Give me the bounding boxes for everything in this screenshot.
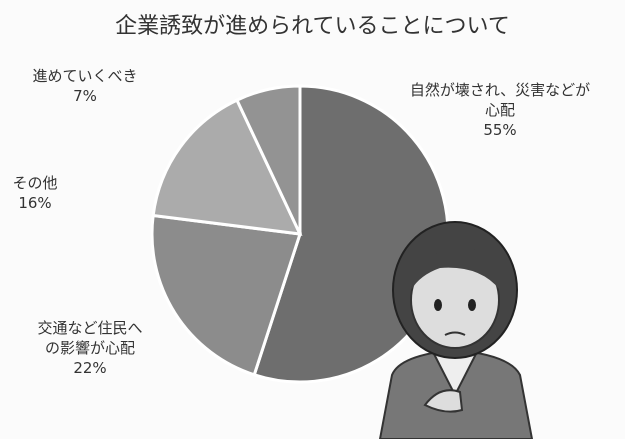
category-label: 進めていくべき (5, 66, 165, 86)
value-label: 55% (380, 120, 620, 140)
value-label: 22% (5, 358, 175, 378)
category-label: 自然が壊され、災害などが 心配 (380, 80, 620, 120)
chart: 企業誘致が進められていることについて 自然が壊され、災害などが 心配55% 交通な… (0, 0, 625, 439)
chart-title: 企業誘致が進められていることについて (0, 8, 625, 40)
value-label: 7% (5, 86, 165, 106)
category-label: その他 (0, 173, 70, 193)
value-label: 16% (0, 193, 70, 213)
category-label: 交通など住民へ の影響が心配 (5, 318, 175, 358)
